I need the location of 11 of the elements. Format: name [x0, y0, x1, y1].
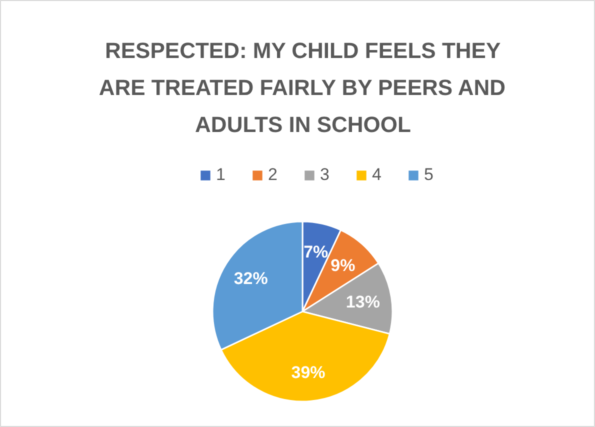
chart-title: RESPECTED: MY CHILD FEELS THEY ARE TREATED FAIRLY BY PEERS AND ADULTS IN SCHOOL: [98, 38, 506, 137]
legend-label: 3: [320, 165, 330, 185]
legend-label: 4: [372, 165, 382, 185]
data-label: 13%: [346, 292, 380, 312]
data-label: 32%: [234, 269, 268, 288]
data-label: 9%: [330, 256, 356, 276]
legend-label: 1: [216, 165, 226, 185]
data-label: 7%: [304, 242, 328, 262]
legend-label: 5: [424, 165, 434, 185]
legend-label: 2: [268, 165, 278, 185]
data-label: 39%: [291, 362, 326, 382]
